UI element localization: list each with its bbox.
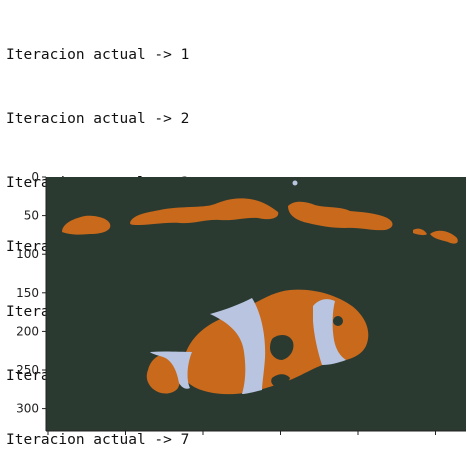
coral-blob — [430, 230, 458, 244]
y-tick-label: 250 — [16, 363, 39, 377]
y-tick-label: 300 — [16, 402, 39, 416]
coral-blob — [62, 215, 111, 235]
fish-stripe-rear — [150, 351, 192, 389]
fish-fin-shadow — [270, 334, 294, 360]
fish-stripe-front — [313, 299, 346, 365]
y-tick-label: 150 — [16, 286, 39, 300]
coral-blob — [288, 201, 393, 231]
speck — [292, 180, 298, 186]
coral-blob — [130, 198, 279, 225]
y-tick-label: 0 — [31, 170, 39, 184]
y-axis: 0 50 100 150 200 250 300 — [16, 170, 47, 431]
console-line: Iteracion actual -> 1 — [6, 46, 190, 63]
console-line: Iteracion actual -> 2 — [6, 111, 190, 128]
y-tick-label: 200 — [16, 324, 39, 338]
y-tick-label: 100 — [16, 247, 39, 261]
fish-eye — [333, 316, 343, 326]
fish-stripe-middle — [210, 298, 266, 394]
x-axis — [46, 430, 466, 435]
fish-fin-shadow — [271, 374, 290, 388]
coral-blob — [413, 228, 427, 236]
clustered-image — [46, 177, 466, 431]
y-tick-label: 50 — [24, 209, 39, 223]
image-plot: 0 50 100 150 200 250 300 — [16, 170, 466, 435]
